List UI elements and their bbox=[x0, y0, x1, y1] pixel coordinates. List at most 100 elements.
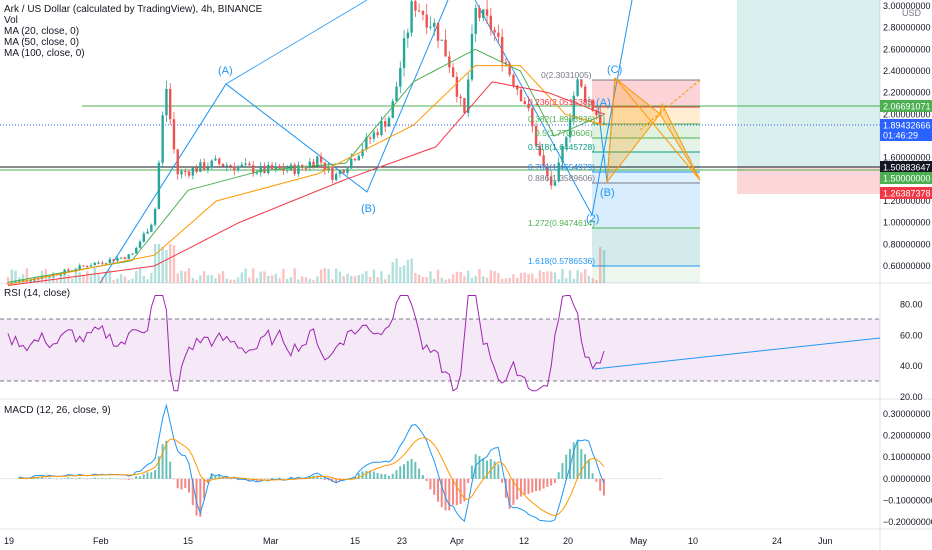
symbol-title[interactable]: Ark / US Dollar (calculated by TradingVi… bbox=[4, 4, 263, 15]
harmonic-pattern-right[interactable] bbox=[659, 102, 701, 181]
macd-histogram-bar bbox=[519, 478, 522, 497]
candle-body bbox=[248, 163, 251, 166]
volume-bar bbox=[323, 268, 327, 283]
volume-bar bbox=[214, 278, 217, 283]
harmonic-dashed-leg bbox=[639, 79, 701, 131]
time-axis[interactable]: 19 Feb 15 Mar 15 23 Apr 12 20 May 10 24 Jun bbox=[4, 536, 833, 546]
macd-histogram-bar bbox=[493, 461, 496, 479]
candle-body bbox=[546, 167, 549, 177]
macd-histogram-bar bbox=[154, 470, 157, 479]
rsi-legend[interactable]: RSI (14, close) bbox=[4, 288, 70, 299]
price-badge bbox=[880, 172, 932, 184]
macd-histogram-bar bbox=[270, 478, 273, 479]
macd-histogram-bar bbox=[127, 478, 130, 480]
candle-body bbox=[153, 208, 157, 225]
candle-body bbox=[459, 96, 462, 99]
macd-histogram-bar bbox=[150, 472, 153, 479]
volume-bar bbox=[210, 274, 213, 283]
candle-body bbox=[429, 26, 432, 28]
volume-bar bbox=[508, 278, 511, 283]
harmonic-pattern-left[interactable] bbox=[606, 77, 661, 184]
candle-body bbox=[451, 67, 455, 77]
macd-label[interactable]: MACD (12, 26, close, 9) bbox=[4, 405, 111, 416]
vol-label[interactable]: Vol bbox=[4, 15, 18, 26]
candlesticks[interactable] bbox=[6, 0, 606, 285]
volume-bar bbox=[202, 271, 206, 283]
candle-body bbox=[587, 100, 591, 102]
rsi-axis[interactable]: 80.00 60.00 40.00 20.00 bbox=[900, 300, 923, 402]
main-legend[interactable]: Ark / US Dollar (calculated by TradingVi… bbox=[4, 4, 262, 59]
candle-body bbox=[289, 164, 293, 170]
price-badge bbox=[880, 100, 932, 112]
volume-bar bbox=[557, 279, 560, 283]
rsi-tick-label: 20.00 bbox=[900, 392, 923, 402]
candle-body bbox=[380, 121, 383, 136]
rsi-label[interactable]: RSI (14, close) bbox=[4, 288, 71, 299]
macd-histogram-bar bbox=[425, 478, 428, 482]
volume-bar bbox=[372, 269, 376, 283]
macd-histogram-bar bbox=[316, 475, 319, 479]
ma50-label[interactable]: MA (50, close, 0) bbox=[4, 37, 80, 48]
macd-histogram-bar bbox=[63, 478, 66, 479]
candle-body bbox=[172, 119, 176, 150]
volume-bar bbox=[21, 274, 25, 283]
macd-histogram-bar bbox=[157, 456, 160, 479]
macd-histogram-bar bbox=[229, 478, 232, 480]
volume-bar bbox=[104, 271, 108, 283]
price-tick-label: 1.00000000 bbox=[883, 218, 931, 228]
ma20-label[interactable]: MA (20, close, 0) bbox=[4, 26, 80, 37]
long-position-loss-zone[interactable] bbox=[737, 167, 880, 194]
volume-bar bbox=[387, 274, 391, 283]
candle-body bbox=[561, 146, 564, 163]
macd-legend[interactable]: MACD (12, 26, close, 9) bbox=[4, 405, 111, 416]
macd-histogram-bar bbox=[512, 478, 515, 505]
candle-body bbox=[512, 74, 515, 86]
volume-bar bbox=[576, 270, 579, 283]
macd-histogram-bar bbox=[538, 478, 541, 491]
impulse-up-line[interactable] bbox=[591, 0, 633, 216]
wave-label: (C) bbox=[607, 64, 622, 76]
macd-histogram-bar bbox=[406, 460, 409, 479]
macd-histogram-bar bbox=[320, 477, 323, 479]
volume-bar bbox=[319, 269, 323, 283]
rsi-path bbox=[7, 295, 605, 392]
macd-histogram-bar bbox=[180, 478, 183, 490]
macd-histogram-bar bbox=[444, 478, 447, 511]
candle-body bbox=[406, 32, 410, 39]
macd-histogram-bar bbox=[546, 478, 549, 487]
moving-averages[interactable] bbox=[7, 48, 605, 286]
long-position-profit-zone[interactable] bbox=[737, 0, 880, 167]
macd-indicator[interactable] bbox=[0, 403, 662, 523]
volume-bar bbox=[493, 270, 496, 283]
macd-histogram-bar bbox=[482, 458, 485, 479]
candle-body bbox=[240, 164, 244, 167]
volume-bar bbox=[380, 271, 383, 283]
macd-histogram-bar bbox=[372, 471, 375, 479]
volume-bar bbox=[353, 276, 357, 283]
candle-body bbox=[568, 119, 572, 138]
macd-histogram-bar bbox=[116, 478, 119, 480]
macd-histogram-bar bbox=[225, 477, 228, 479]
volume-bar bbox=[561, 268, 564, 283]
volume-bar bbox=[489, 270, 493, 283]
macd-histogram-bar bbox=[421, 475, 424, 479]
volume-bar bbox=[112, 279, 115, 283]
candle-body bbox=[263, 165, 266, 174]
macd-histogram-bar bbox=[365, 470, 368, 479]
candle-body bbox=[180, 170, 183, 175]
volume-bar bbox=[225, 278, 228, 283]
candle-body bbox=[285, 169, 289, 171]
volume-bar bbox=[440, 277, 443, 283]
rsi-trendline[interactable] bbox=[593, 337, 881, 370]
rsi-line[interactable] bbox=[7, 295, 605, 392]
macd-axis[interactable]: 0.30000000 0.20000000 0.10000000 0.00000000… bbox=[883, 409, 932, 527]
candle-body bbox=[108, 259, 112, 264]
volume-bar bbox=[191, 277, 195, 283]
volume-bar bbox=[338, 271, 342, 283]
price-badge-text: 1.50883647 bbox=[883, 163, 931, 173]
ma100-label[interactable]: MA (100, close, 0) bbox=[4, 48, 85, 59]
macd-histogram-bar bbox=[267, 478, 270, 480]
volume-bar bbox=[180, 270, 183, 283]
volume-bar bbox=[549, 271, 553, 283]
